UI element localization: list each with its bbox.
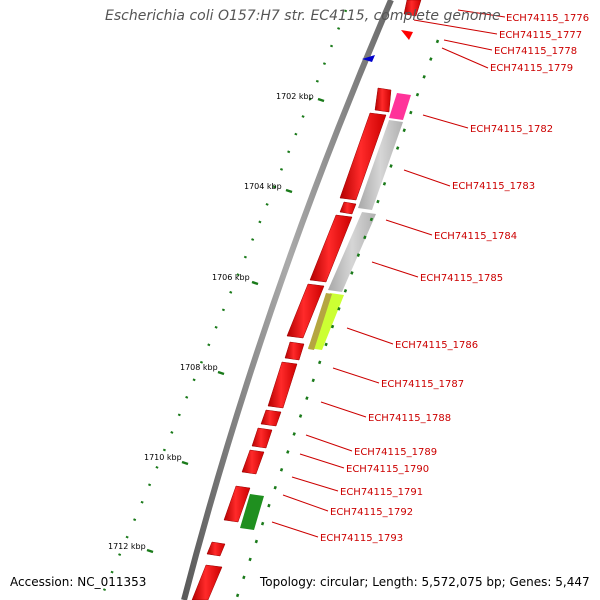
label-connectors xyxy=(271,9,506,538)
reverse-strand-features xyxy=(240,0,422,530)
gene-arrow xyxy=(374,87,392,113)
gene-arrow xyxy=(191,564,223,600)
gene-arrow xyxy=(267,361,298,409)
scale-label-1710: 1710 kbp xyxy=(144,453,182,462)
gene-label-1776[interactable]: ECH74115_1776 xyxy=(506,13,589,24)
scale-labels: 1702 kbp 1704 kbp 1706 kbp 1708 kbp 1710… xyxy=(108,92,314,551)
gene-label-1788[interactable]: ECH74115_1788 xyxy=(368,413,451,424)
pink-feature xyxy=(389,93,411,120)
scale-label-1704: 1704 kbp xyxy=(244,182,282,191)
genome-backbone xyxy=(181,0,394,600)
gene-arrow xyxy=(401,30,413,40)
gene-arrow xyxy=(260,409,282,427)
gene-arrow xyxy=(309,214,353,283)
gene-arrow xyxy=(251,427,273,449)
gene-arrow xyxy=(339,201,357,215)
olive-feature xyxy=(308,293,332,350)
gene-arrow xyxy=(206,541,226,557)
blue-feature xyxy=(362,55,375,62)
topology-text: Topology: circular; Length: 5,572,075 bp… xyxy=(260,575,590,589)
gene-label-1786[interactable]: ECH74115_1786 xyxy=(395,340,478,351)
gene-label-1777[interactable]: ECH74115_1777 xyxy=(499,30,582,41)
gene-label-1792[interactable]: ECH74115_1792 xyxy=(330,507,413,518)
gene-label-1789[interactable]: ECH74115_1789 xyxy=(354,447,437,458)
genome-title: Escherichia coli O157:H7 str. EC4115, co… xyxy=(105,8,501,24)
gene-arrow xyxy=(241,449,265,475)
gene-label-1778[interactable]: ECH74115_1778 xyxy=(494,46,577,57)
gene-arrow xyxy=(339,112,387,201)
forward-strand-genes xyxy=(191,87,392,600)
outer-ring-dots xyxy=(234,39,440,600)
gene-label-1790[interactable]: ECH74115_1790 xyxy=(346,464,429,475)
gene-label-1783[interactable]: ECH74115_1783 xyxy=(452,181,535,192)
green-feature xyxy=(240,494,264,530)
gene-arrow xyxy=(284,341,305,361)
gray-feature xyxy=(328,212,376,292)
gene-arrow xyxy=(403,0,422,17)
scale-label-1712: 1712 kbp xyxy=(108,542,146,551)
scale-label-1706: 1706 kbp xyxy=(212,273,250,282)
gene-label-1784[interactable]: ECH74115_1784 xyxy=(434,231,517,242)
accession-text: Accession: NC_011353 xyxy=(10,575,147,589)
gene-label-1787[interactable]: ECH74115_1787 xyxy=(381,379,464,390)
gene-label-1779[interactable]: ECH74115_1779 xyxy=(490,63,573,74)
scale-label-1708: 1708 kbp xyxy=(180,363,218,372)
gene-label-1785[interactable]: ECH74115_1785 xyxy=(420,273,503,284)
gene-label-1791[interactable]: ECH74115_1791 xyxy=(340,487,423,498)
gene-arrow xyxy=(286,283,325,339)
gene-labels: ECH74115_1776 ECH74115_1777 ECH74115_177… xyxy=(320,13,589,544)
scale-label-1702: 1702 kbp xyxy=(276,92,314,101)
gene-label-1782[interactable]: ECH74115_1782 xyxy=(470,124,553,135)
gene-arrow xyxy=(223,485,251,523)
scale-ticks xyxy=(146,97,325,554)
gray-feature xyxy=(358,120,403,210)
gene-label-1793[interactable]: ECH74115_1793 xyxy=(320,533,403,544)
